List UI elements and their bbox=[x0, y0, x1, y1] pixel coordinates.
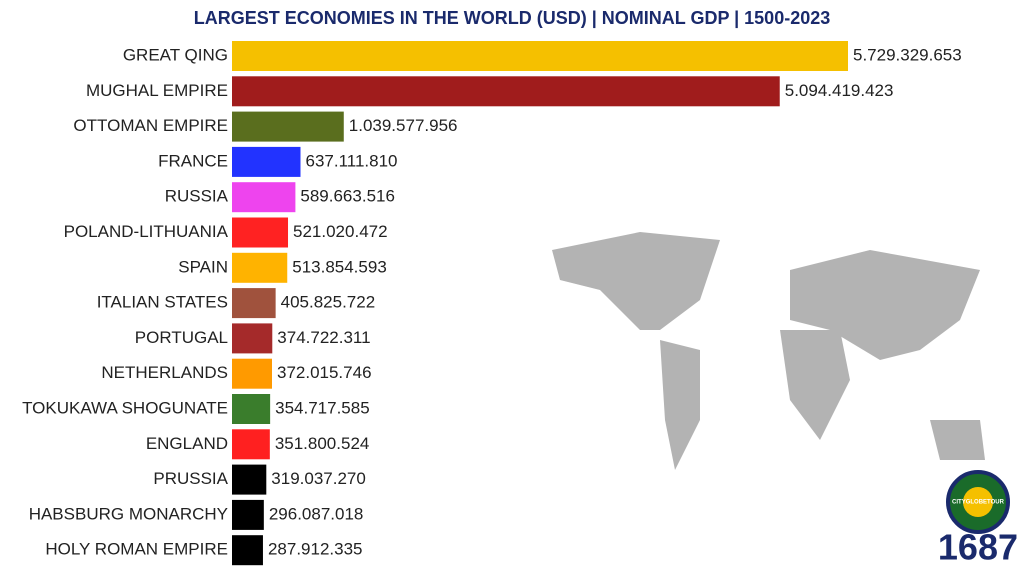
bar bbox=[232, 394, 271, 424]
value-label: 296.087.018 bbox=[269, 504, 364, 523]
bar bbox=[232, 217, 289, 248]
bar bbox=[232, 499, 264, 530]
bar bbox=[232, 358, 272, 389]
category-label: GREAT QING bbox=[123, 45, 228, 64]
category-label: ITALIAN STATES bbox=[97, 293, 228, 312]
value-label: 589.663.516 bbox=[300, 187, 395, 206]
bar bbox=[232, 111, 344, 142]
category-label: PORTUGAL bbox=[135, 328, 228, 347]
category-label: ENGLAND bbox=[146, 434, 228, 453]
value-label: 1.039.577.956 bbox=[349, 116, 458, 135]
bar bbox=[232, 41, 848, 71]
logo-text: CITYGLOBETOUR bbox=[952, 500, 1005, 506]
category-label: HOLY ROMAN EMPIRE bbox=[45, 540, 228, 559]
category-label: HABSBURG MONARCHY bbox=[29, 504, 228, 523]
period-label: 1687 bbox=[938, 527, 1018, 568]
value-label: 287.912.335 bbox=[268, 540, 363, 559]
category-label: POLAND-LITHUANIA bbox=[64, 222, 229, 241]
bar bbox=[232, 252, 288, 283]
value-label: 5.094.419.423 bbox=[785, 81, 894, 100]
bar bbox=[232, 76, 780, 107]
value-label: 521.020.472 bbox=[293, 222, 388, 241]
world-map bbox=[552, 232, 985, 470]
category-label: FRANCE bbox=[158, 151, 228, 170]
value-label: 372.015.746 bbox=[277, 363, 372, 382]
category-label: NETHERLANDS bbox=[101, 363, 228, 382]
value-label: 354.717.585 bbox=[275, 398, 370, 417]
value-label: 374.722.311 bbox=[277, 328, 370, 347]
category-label: TOKUKAWA SHOGUNATE bbox=[22, 398, 228, 417]
category-label: SPAIN bbox=[178, 257, 228, 276]
category-label: OTTOMAN EMPIRE bbox=[73, 116, 228, 135]
value-label: 5.729.329.653 bbox=[853, 45, 962, 64]
logo bbox=[946, 470, 1010, 534]
chart-title: LARGEST ECONOMIES IN THE WORLD (USD) | N… bbox=[194, 8, 831, 28]
bar bbox=[232, 146, 301, 177]
value-label: 513.854.593 bbox=[292, 257, 387, 276]
bar bbox=[232, 182, 296, 213]
value-label: 351.800.524 bbox=[275, 434, 370, 453]
value-label: 637.111.810 bbox=[306, 151, 398, 170]
value-label: 405.825.722 bbox=[281, 293, 376, 312]
category-label: RUSSIA bbox=[165, 187, 229, 206]
bar bbox=[232, 429, 270, 460]
value-label: 319.037.270 bbox=[271, 469, 366, 488]
bar bbox=[232, 323, 273, 354]
category-label: PRUSSIA bbox=[153, 469, 228, 488]
bar bbox=[232, 288, 276, 319]
bar bbox=[232, 535, 263, 566]
category-label: MUGHAL EMPIRE bbox=[86, 81, 228, 100]
bar bbox=[232, 464, 267, 495]
